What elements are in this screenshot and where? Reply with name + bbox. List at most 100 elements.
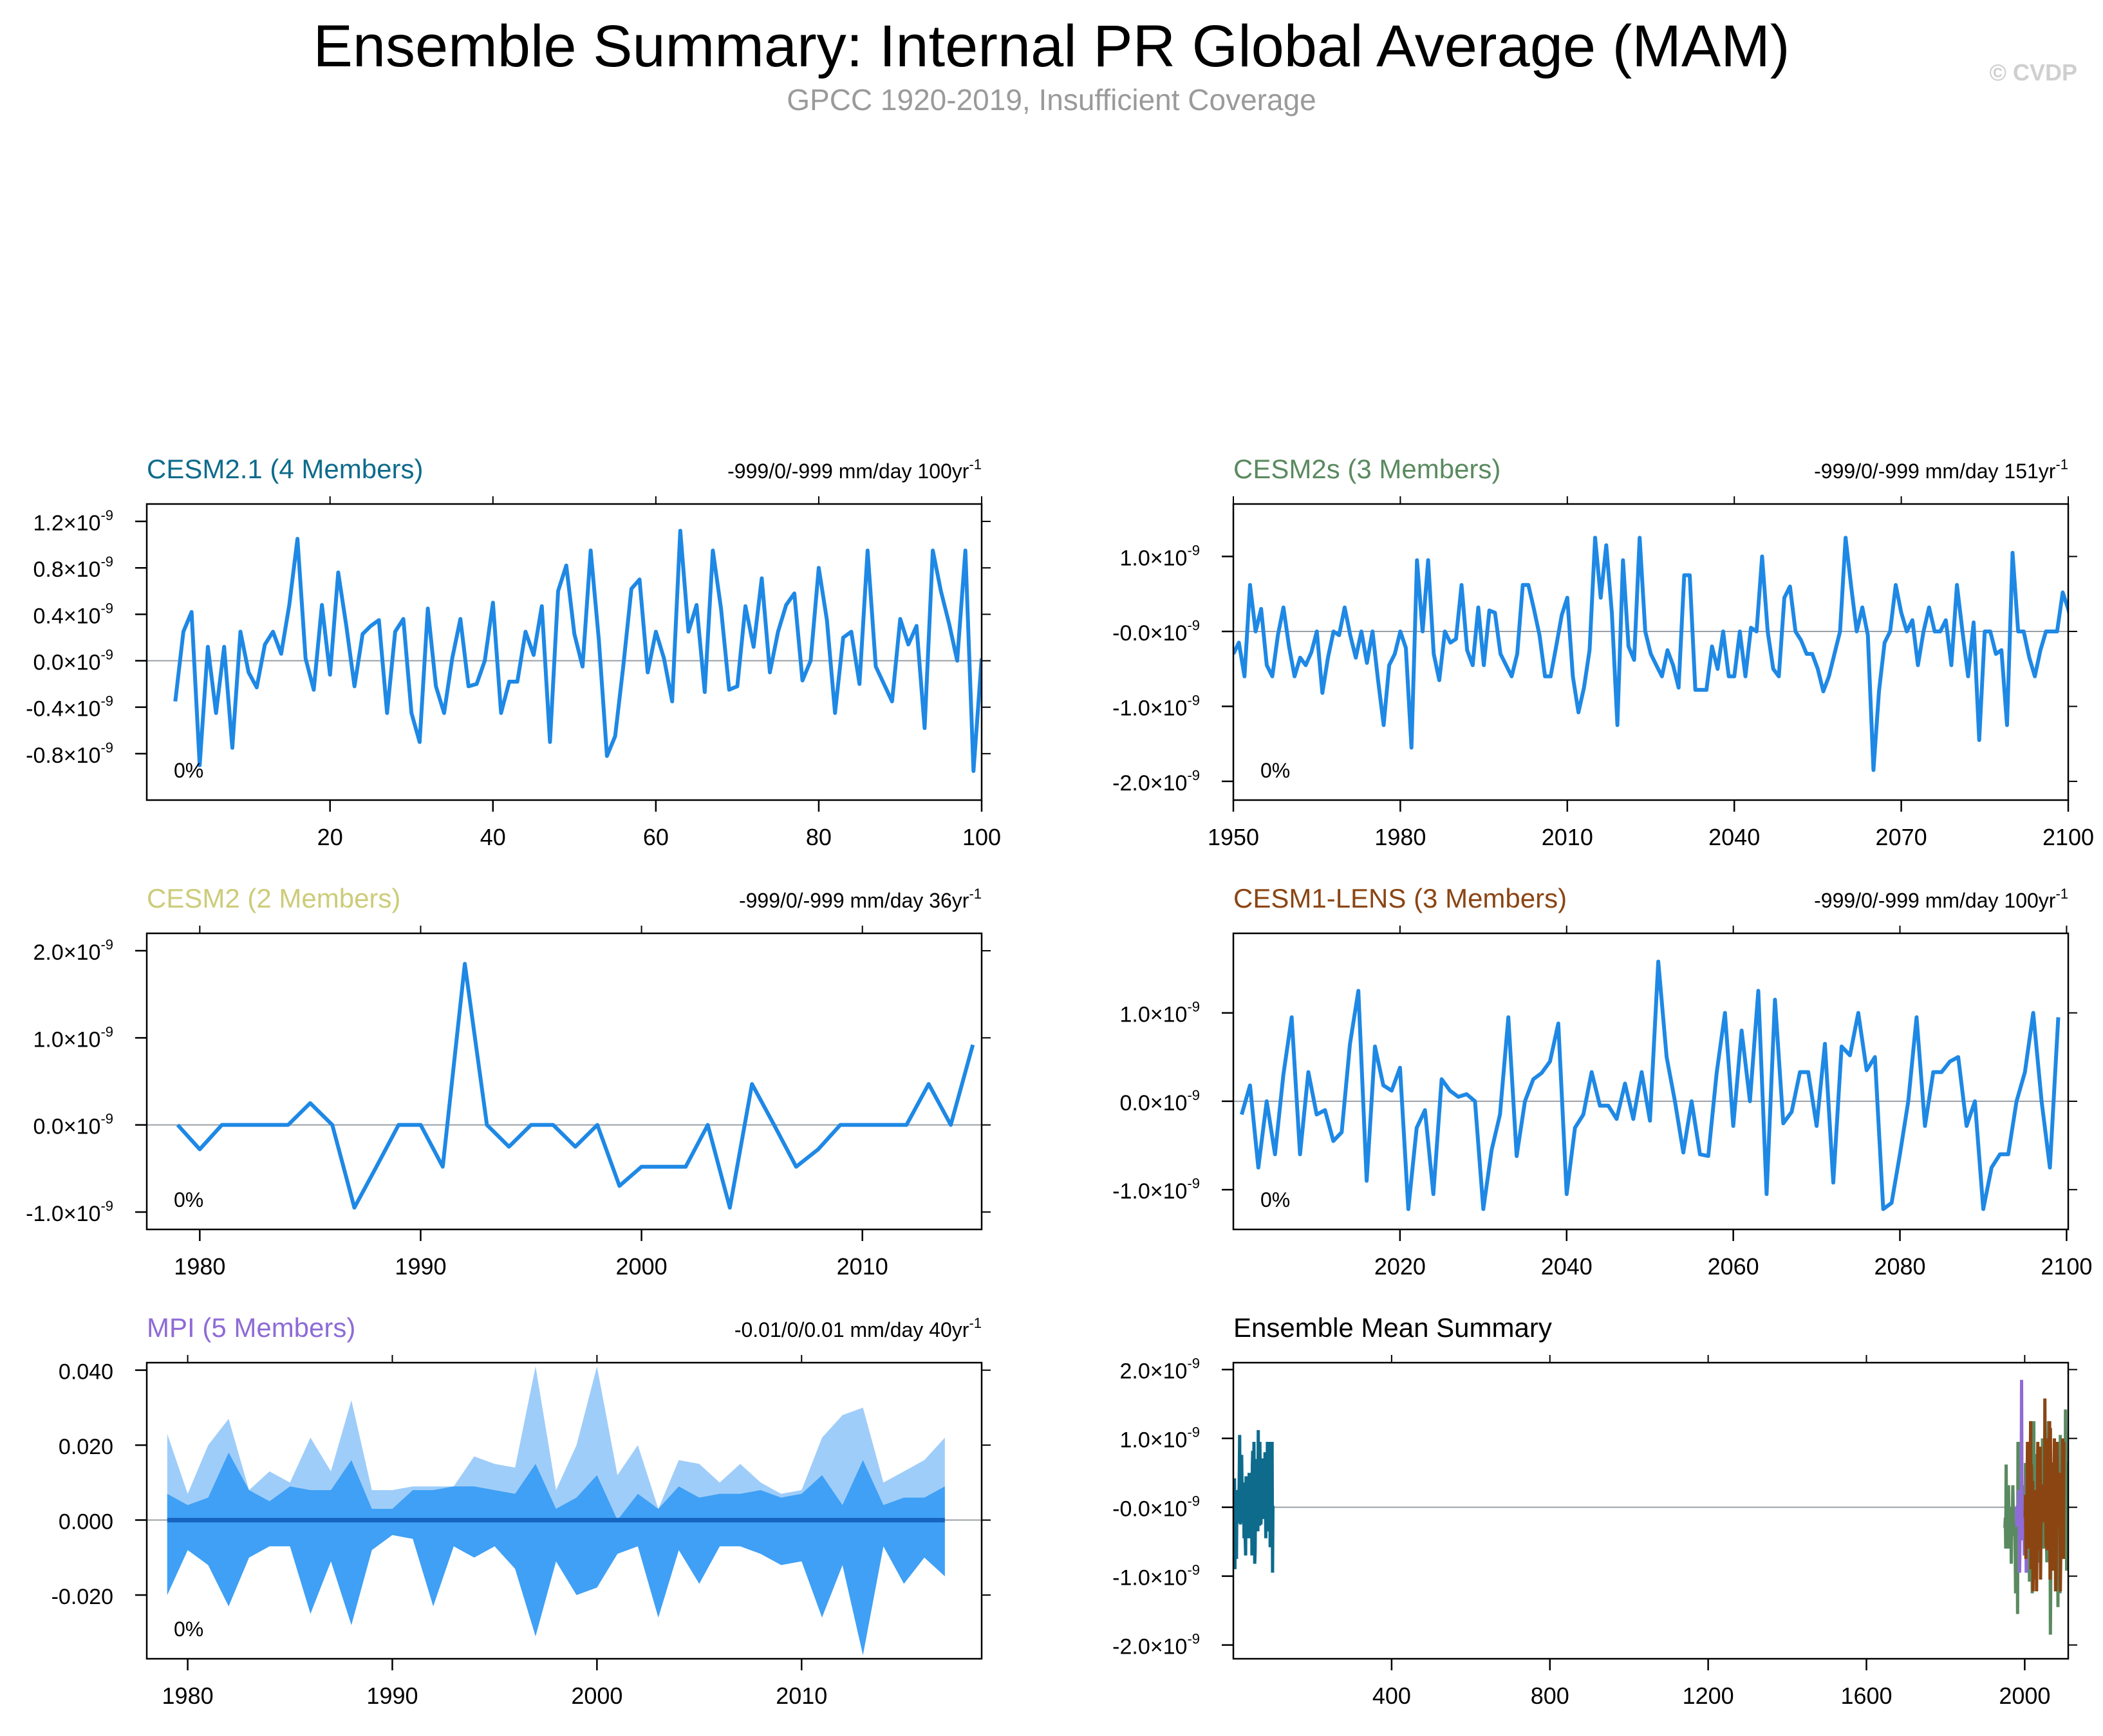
panel-title: CESM2s (3 Members) xyxy=(1233,454,1500,484)
panel-stats-exponent: -1 xyxy=(969,886,982,902)
data-line xyxy=(1240,959,2061,1211)
plot-frame xyxy=(1232,503,2070,801)
x-tick-label: 1990 xyxy=(366,1683,418,1709)
data-line xyxy=(1233,536,2068,772)
plot-area xyxy=(167,1366,945,1656)
x-tick-label: 2060 xyxy=(1708,1253,1759,1280)
panel-stats-exponent: -1 xyxy=(2055,886,2068,902)
y-tick-exponent: -9 xyxy=(1187,692,1200,708)
data-line xyxy=(173,528,982,773)
y-tick-label: 1.0×10-9 xyxy=(33,1023,113,1052)
panel-title: CESM1-LENS (3 Members) xyxy=(1233,883,1567,913)
x-tick-label: 2040 xyxy=(1708,824,1760,850)
y-tick-label: -1.0×10-9 xyxy=(1112,1562,1200,1591)
panel-title: CESM2.1 (4 Members) xyxy=(147,454,423,484)
x-tick-label: 2010 xyxy=(1542,824,1593,850)
y-tick-label: -1.0×10-9 xyxy=(1112,1175,1200,1204)
x-tick-label: 2080 xyxy=(1874,1253,1925,1280)
x-tick-label: 20 xyxy=(317,824,343,850)
x-tick-label: 2070 xyxy=(1876,824,1927,850)
y-tick-exponent: -9 xyxy=(1187,617,1200,633)
y-tick-label: 1.2×10-9 xyxy=(33,507,113,536)
y-tick-exponent: -9 xyxy=(100,1198,113,1214)
y-tick-exponent: -9 xyxy=(100,647,113,663)
y-tick-exponent: -9 xyxy=(1187,1424,1200,1441)
plot-area xyxy=(1233,1379,2068,1635)
y-tick-exponent: -9 xyxy=(1187,1087,1200,1103)
x-tick-label: 2000 xyxy=(571,1683,622,1709)
plot-area xyxy=(176,962,975,1210)
y-tick-label: -0.4×10-9 xyxy=(26,693,113,722)
panel-cesm2s: CESM2s (3 Members) -999/0/-999 mm/day 151… xyxy=(1112,454,2094,850)
percent-label: 0% xyxy=(174,1188,203,1211)
y-tick-label: 0.0×10-9 xyxy=(33,1111,113,1139)
x-tick-label: 100 xyxy=(962,824,1001,850)
panel-stats: -999/0/-999 mm/day 100yr-1 xyxy=(727,456,982,483)
y-tick-label: 2.0×10-9 xyxy=(33,937,113,965)
plot-frame xyxy=(145,932,983,1231)
summary-series-line xyxy=(1233,1430,1275,1573)
y-tick-label: -1.0×10-9 xyxy=(1112,692,1200,720)
y-tick-label: 1.0×10-9 xyxy=(1119,1424,1200,1453)
x-tick-label: 1990 xyxy=(395,1253,446,1280)
data-line xyxy=(176,962,975,1210)
panel-ensmean: Ensemble Mean Summary 400 800 1200 1600 2000 2… xyxy=(1112,1312,2077,1709)
panel-stats-exponent: -1 xyxy=(969,1315,982,1331)
x-tick-label: 80 xyxy=(806,824,832,850)
y-tick-exponent: -9 xyxy=(100,693,113,709)
y-tick-label: -0.020 xyxy=(51,1585,113,1609)
y-tick-exponent: -9 xyxy=(1187,767,1200,783)
x-tick-label: 1600 xyxy=(1840,1683,1892,1709)
x-tick-label: 60 xyxy=(643,824,669,850)
panel-stats: -999/0/-999 mm/day 36yr-1 xyxy=(739,886,982,912)
y-tick-exponent: -9 xyxy=(100,740,113,756)
y-tick-label: 0.020 xyxy=(59,1435,113,1459)
x-tick-label: 1980 xyxy=(174,1253,225,1280)
plot-frame xyxy=(1232,932,2070,1231)
percent-label: 0% xyxy=(1260,1188,1290,1211)
x-tick-label: 800 xyxy=(1531,1683,1569,1709)
x-tick-label: 1950 xyxy=(1208,824,1259,850)
panel-stats: -999/0/-999 mm/day 100yr-1 xyxy=(1814,886,2068,912)
plot-frame xyxy=(145,1361,983,1660)
x-tick-label: 2000 xyxy=(1999,1683,2050,1709)
panel-mpi: MPI (5 Members) -0.01/0/0.01 mm/day 40yr-… xyxy=(51,1312,991,1709)
y-tick-exponent: -9 xyxy=(1187,1175,1200,1191)
y-tick-label: 0.0×10-9 xyxy=(33,647,113,675)
y-tick-label: 1.0×10-9 xyxy=(1119,543,1200,571)
panel-cesm1lens: CESM1-LENS (3 Members) -999/0/-999 mm/day… xyxy=(1112,883,2092,1280)
x-tick-label: 1980 xyxy=(162,1683,214,1709)
y-tick-exponent: -9 xyxy=(1187,1356,1200,1372)
x-tick-label: 2010 xyxy=(837,1253,888,1280)
panel-stats: -999/0/-999 mm/day 151yr-1 xyxy=(1814,456,2068,483)
y-tick-exponent: -9 xyxy=(1187,999,1200,1015)
y-tick-label: 2.0×10-9 xyxy=(1119,1356,1200,1384)
y-tick-exponent: -9 xyxy=(100,1023,113,1040)
x-tick-label: 2020 xyxy=(1374,1253,1426,1280)
y-tick-exponent: -9 xyxy=(100,507,113,523)
x-tick-label: 1200 xyxy=(1683,1683,1734,1709)
panel-stats-exponent: -1 xyxy=(2055,456,2068,472)
x-tick-label: 2100 xyxy=(2041,1253,2092,1280)
y-tick-label: -0.8×10-9 xyxy=(26,740,113,768)
y-tick-label: 0.0×10-9 xyxy=(1119,1087,1200,1115)
summary-series-line xyxy=(2023,1398,2066,1592)
panel-stats: -0.01/0/0.01 mm/day 40yr-1 xyxy=(734,1315,982,1341)
plot-frame xyxy=(1232,1361,2070,1660)
y-tick-label: -2.0×10-9 xyxy=(1112,1631,1200,1659)
copyright-label: © CVDP xyxy=(1989,59,2077,86)
page-title: Ensemble Summary: Internal PR Global Ave… xyxy=(313,14,1790,79)
panel-title: CESM2 (2 Members) xyxy=(147,883,400,913)
y-tick-exponent: -9 xyxy=(1187,1493,1200,1509)
percent-label: 0% xyxy=(174,1618,203,1641)
plot-frame xyxy=(145,503,983,801)
y-tick-exponent: -9 xyxy=(1187,1562,1200,1578)
plot-area xyxy=(1233,536,2068,772)
percent-label: 0% xyxy=(1260,759,1290,782)
x-tick-label: 2040 xyxy=(1541,1253,1593,1280)
x-tick-label: 2100 xyxy=(2042,824,2094,850)
y-tick-exponent: -9 xyxy=(1187,1631,1200,1647)
y-tick-label: 0.8×10-9 xyxy=(33,554,113,582)
x-tick-label: 1980 xyxy=(1374,824,1426,850)
y-tick-label: -0.0×10-9 xyxy=(1112,1493,1200,1522)
